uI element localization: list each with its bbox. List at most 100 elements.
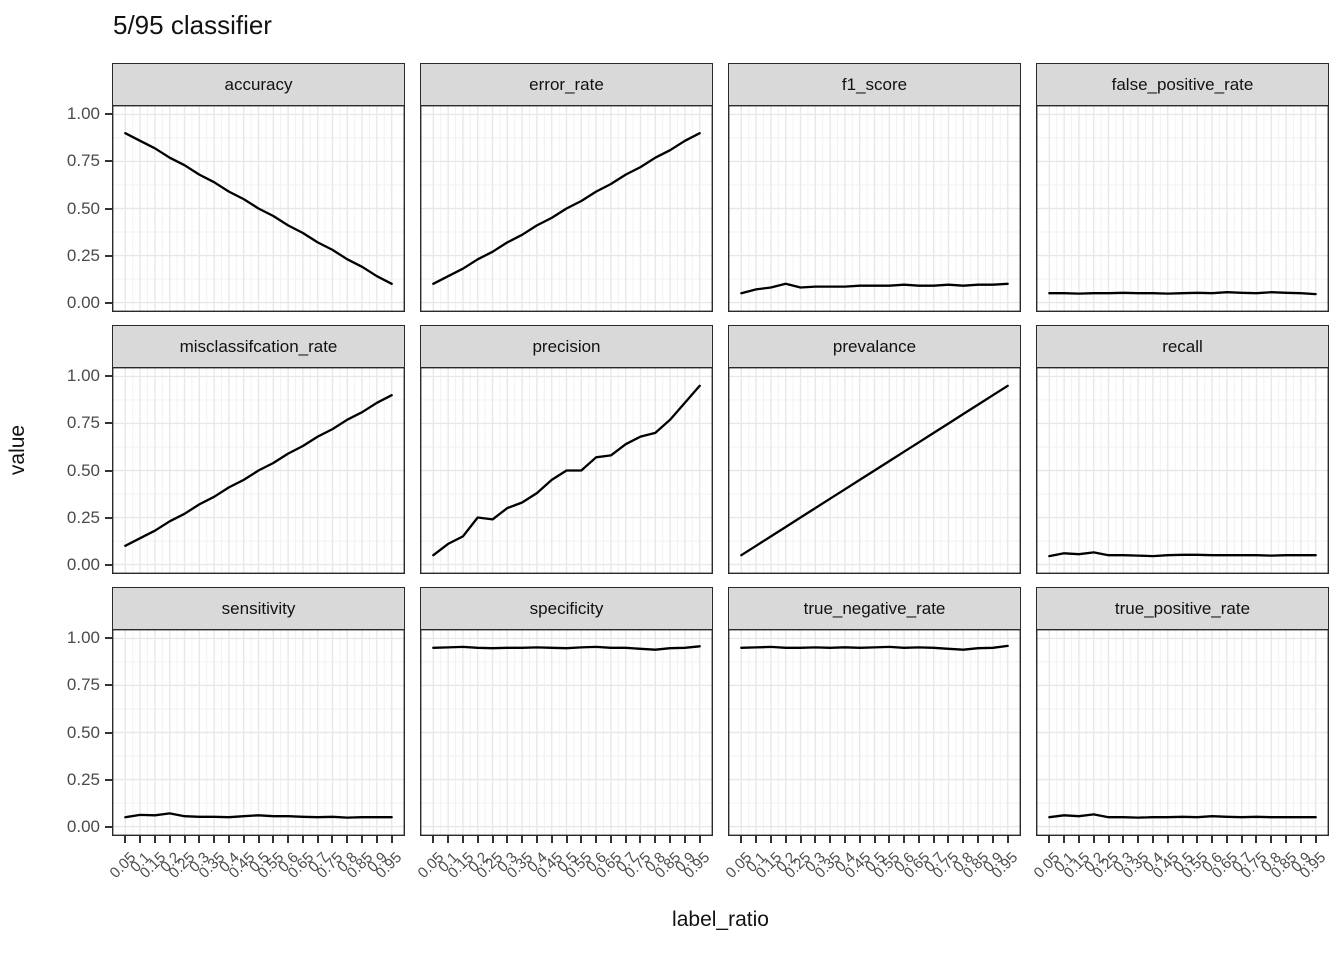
y-tick-label: 0.50 [66, 722, 100, 742]
data-line-misclassifcation_rate [124, 394, 393, 547]
facet-plot-misclassifcation_rate [112, 367, 405, 574]
y-tick-label: 1.00 [66, 628, 100, 648]
x-tick-mark [888, 836, 891, 843]
y-tick-mark [105, 422, 112, 425]
x-tick-mark [917, 836, 920, 843]
x-tick-mark [301, 836, 304, 843]
facet-strip-specificity: specificity [420, 587, 713, 630]
x-tick-mark [361, 836, 364, 843]
y-tick-mark [105, 637, 112, 640]
x-tick-mark [932, 836, 935, 843]
x-tick-mark [624, 836, 627, 843]
y-tick-label: 0.25 [66, 769, 100, 789]
x-tick-mark [1285, 836, 1288, 843]
x-tick-mark [1048, 836, 1051, 843]
x-tick-mark [1240, 836, 1243, 843]
facet-precision: precision [420, 325, 713, 574]
x-tick-mark [595, 836, 598, 843]
facet-error_rate: error_rate [420, 63, 713, 312]
facet-strip-true_positive_rate: true_positive_rate [1036, 587, 1329, 630]
facet-strip-false_positive_rate: false_positive_rate [1036, 63, 1329, 106]
x-tick-mark [1211, 836, 1214, 843]
data-line-error_rate [432, 132, 701, 285]
y-tick-label: 1.00 [66, 366, 100, 386]
x-tick-mark [447, 836, 450, 843]
y-tick-mark [105, 160, 112, 163]
x-tick-mark [654, 836, 657, 843]
x-tick-mark [669, 836, 672, 843]
x-tick-mark [461, 836, 464, 843]
x-tick-mark [550, 836, 553, 843]
facet-plot-true_positive_rate [1036, 629, 1329, 836]
facet-strip-recall: recall [1036, 325, 1329, 368]
y-tick-mark [105, 563, 112, 566]
data-line-prevalance [740, 384, 1009, 557]
x-tick-mark [947, 836, 950, 843]
facet-plot-error_rate [420, 105, 713, 312]
x-axis-title: label_ratio [672, 908, 769, 931]
x-tick-mark [1196, 836, 1199, 843]
y-tick-mark [105, 684, 112, 687]
x-tick-mark [1137, 836, 1140, 843]
y-tick-label: 1.00 [66, 104, 100, 124]
facet-plot-f1_score [728, 105, 1021, 312]
facet-strip-sensitivity: sensitivity [112, 587, 405, 630]
x-tick-mark [814, 836, 817, 843]
x-tick-mark [977, 836, 980, 843]
x-tick-mark [873, 836, 876, 843]
data-line-recall [1048, 551, 1317, 558]
x-tick-mark [1122, 836, 1125, 843]
x-tick-mark [1006, 836, 1009, 843]
x-tick-mark [287, 836, 290, 843]
facet-f1_score: f1_score [728, 63, 1021, 312]
x-tick-mark [1270, 836, 1273, 843]
x-tick-mark [609, 836, 612, 843]
y-tick-label: 0.25 [66, 245, 100, 265]
x-tick-mark [991, 836, 994, 843]
y-tick-label: 0.25 [66, 507, 100, 527]
y-tick-mark [105, 301, 112, 304]
x-tick-mark [476, 836, 479, 843]
facet-plot-precision [420, 367, 713, 574]
x-tick-mark [580, 836, 583, 843]
x-tick-mark [1299, 836, 1302, 843]
facet-true_negative_rate: true_negative_rate 0.05 0.1 0.15 0.2 0.25 0.3 0… [723, 587, 1022, 882]
x-tick-mark [272, 836, 275, 843]
y-tick-mark [105, 113, 112, 116]
y-tick-mark [105, 778, 112, 781]
facet-strip-prevalance: prevalance [728, 325, 1021, 368]
x-tick-mark [346, 836, 349, 843]
facet-plot-specificity [420, 629, 713, 836]
facet-specificity: specificity 0.05 0.1 0.15 0.2 0.25 0.3 0.35 0.4 0… [415, 587, 714, 882]
facet-plot-recall [1036, 367, 1329, 574]
y-tick-mark [105, 207, 112, 210]
x-tick-mark [1314, 836, 1317, 843]
facet-plot-prevalance [728, 367, 1021, 574]
x-tick-mark [784, 836, 787, 843]
y-tick-mark [105, 731, 112, 734]
x-tick-mark [1181, 836, 1184, 843]
y-tick-label: 0.50 [66, 460, 100, 480]
x-tick-mark [683, 836, 686, 843]
facet-sensitivity: sensitivity 1.00 0.75 0.50 0.25 0.00 0.05 0.1 0.… [67, 587, 406, 882]
data-line-specificity [432, 645, 701, 651]
x-tick-mark [698, 836, 701, 843]
x-tick-mark [227, 836, 230, 843]
y-tick-mark [105, 469, 112, 472]
facet-strip-accuracy: accuracy [112, 63, 405, 106]
x-tick-mark [153, 836, 156, 843]
y-tick-mark [105, 375, 112, 378]
x-tick-mark [1107, 836, 1110, 843]
data-line-precision [432, 384, 701, 557]
facet-plot-false_positive_rate [1036, 105, 1329, 312]
x-tick-mark [432, 836, 435, 843]
x-tick-mark [799, 836, 802, 843]
x-tick-mark [858, 836, 861, 843]
plot-title: 5/95 classifier [113, 10, 272, 40]
facet-true_positive_rate: true_positive_rate 0.05 0.1 0.15 0.2 0.25 0.3 0… [1031, 587, 1330, 882]
x-tick-mark [829, 836, 832, 843]
facet-false_positive_rate: false_positive_rate [1036, 63, 1329, 312]
x-tick-mark [124, 836, 127, 843]
data-line-accuracy [124, 132, 393, 285]
